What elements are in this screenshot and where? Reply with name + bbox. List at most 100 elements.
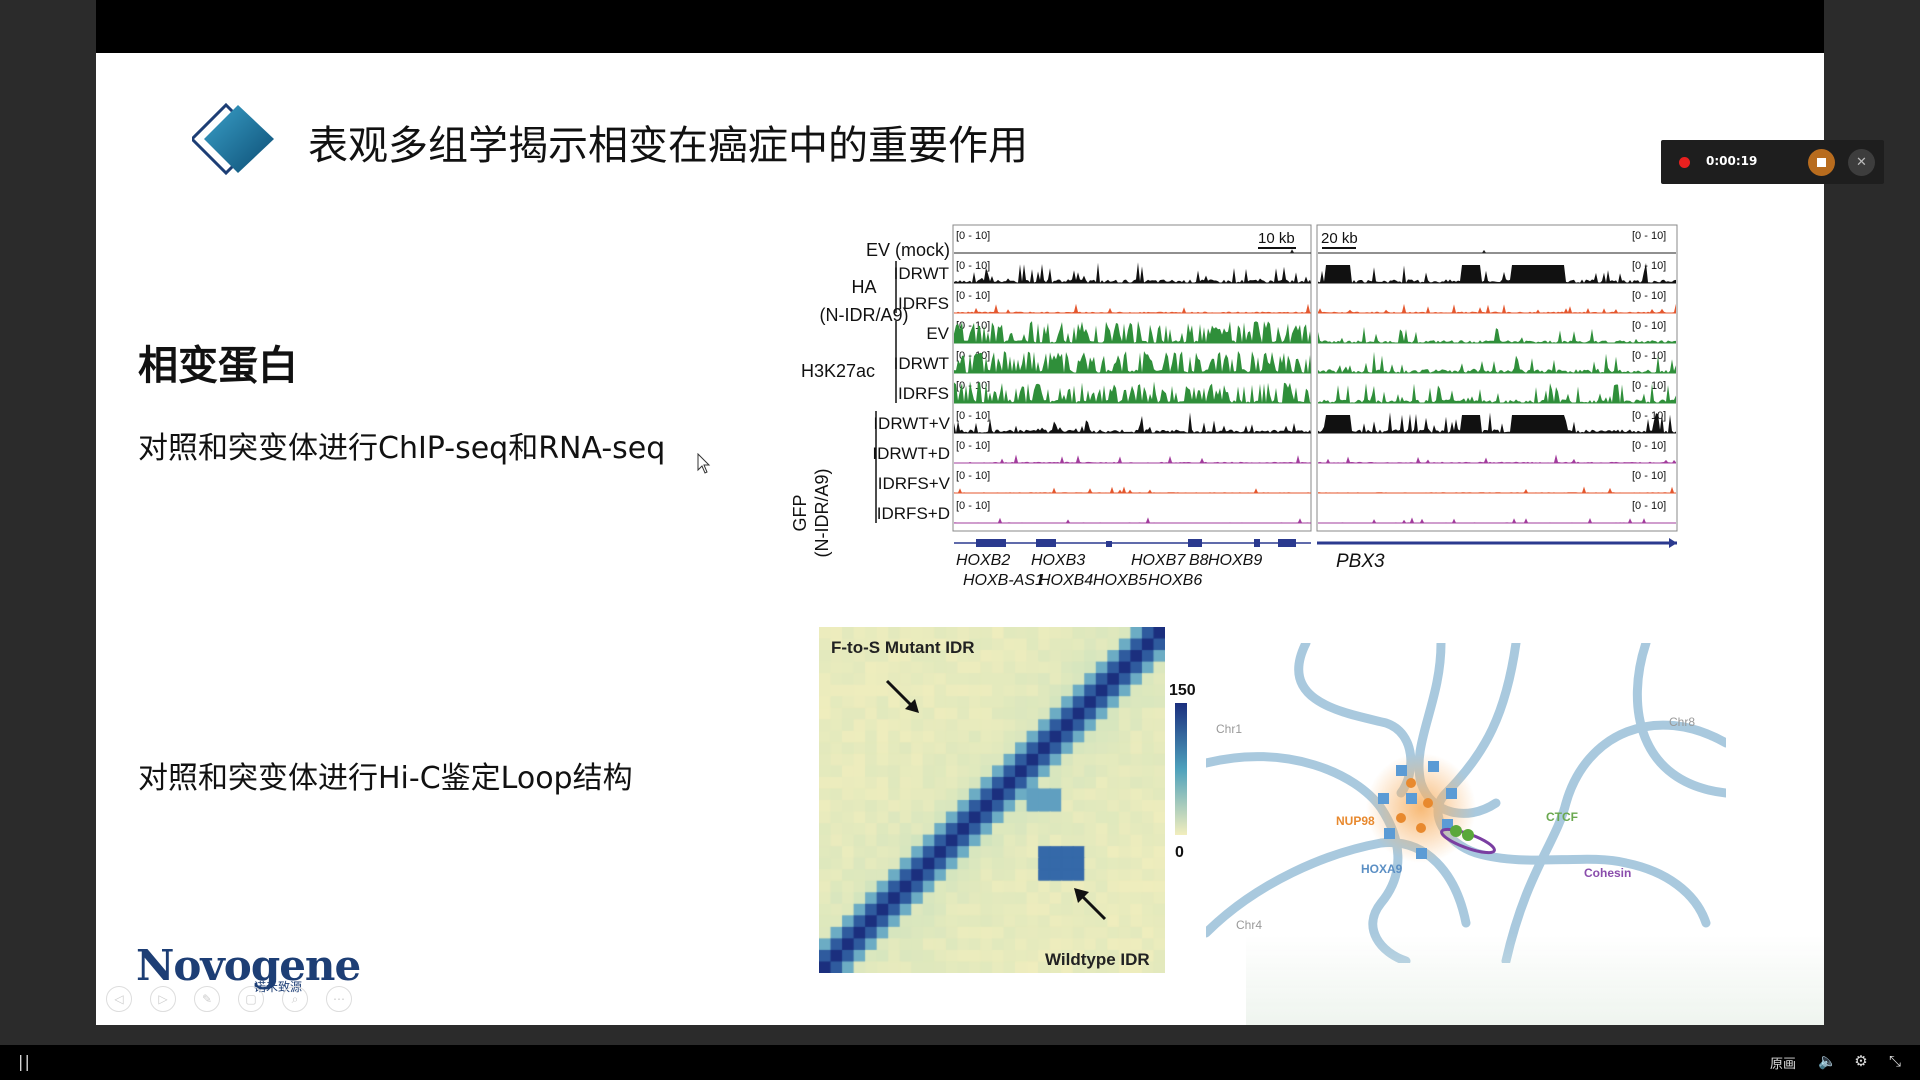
signal-track bbox=[954, 303, 1311, 313]
novogene-logo: Novogene bbox=[136, 941, 361, 990]
track-range-label: [0 - 10] bbox=[1632, 440, 1666, 452]
row-label: EV bbox=[926, 324, 949, 343]
hic-scale-max: 150 bbox=[1169, 682, 1196, 699]
track-range-label: [0 - 10] bbox=[956, 440, 990, 452]
prev-slide-icon[interactable]: ◁ bbox=[106, 986, 132, 1012]
hic-overlay: F-to-S Mutant IDR Wildtype IDR 150 0 bbox=[831, 638, 1196, 969]
volume-icon[interactable]: 🔈 bbox=[1818, 1052, 1837, 1070]
hic-description: 对照和突变体进行Hi-C鉴定Loop结构 bbox=[138, 761, 633, 796]
track-range-label: [0 - 10] bbox=[1632, 350, 1666, 362]
recording-dot-icon bbox=[1679, 157, 1690, 168]
scale-label-right: 20 kb bbox=[1321, 230, 1358, 247]
title-diamond-icon bbox=[192, 102, 274, 176]
signal-track bbox=[1318, 383, 1676, 403]
slide-title: 表观多组学揭示相变在癌症中的重要作用 bbox=[308, 123, 1028, 169]
track-range-label: [0 - 10] bbox=[956, 380, 990, 392]
signal-track bbox=[1318, 303, 1676, 313]
signal-track bbox=[954, 412, 1311, 433]
gene-label: HOXB-AS1 bbox=[963, 572, 1044, 589]
hic-heatmap bbox=[819, 627, 1165, 973]
row-label: IDRWT bbox=[894, 354, 949, 373]
scale-label-left: 10 kb bbox=[1258, 230, 1295, 247]
group-label-gfp: GFP bbox=[790, 494, 810, 531]
presentation-slide: 表观多组学揭示相变在癌症中的重要作用 相变蛋白 对照和突变体进行ChIP-seq… bbox=[96, 53, 1824, 1025]
gene-label: HOXB9 bbox=[1208, 552, 1262, 569]
more-icon[interactable]: ⋯ bbox=[326, 986, 352, 1012]
row-label: IDRWT bbox=[894, 264, 949, 283]
chip-seq-description: 对照和突变体进行ChIP-seq和RNA-seq bbox=[138, 431, 666, 466]
recording-time: 0:00:19 bbox=[1706, 154, 1758, 168]
signal-track bbox=[1318, 454, 1676, 463]
gene-label: HOXB5 bbox=[1093, 572, 1147, 589]
mouse-cursor-icon bbox=[697, 453, 711, 474]
track-range-label: [0 - 10] bbox=[1632, 410, 1666, 422]
hic-label-wildtype: Wildtype IDR bbox=[1045, 950, 1150, 969]
track-range-label: [0 - 10] bbox=[956, 290, 990, 302]
group-label-ha: HA bbox=[851, 277, 876, 297]
gene-label: HOXB2 bbox=[956, 552, 1010, 569]
signal-track bbox=[954, 517, 1311, 523]
signal-track bbox=[1318, 263, 1676, 283]
signal-track bbox=[1318, 412, 1676, 433]
pen-icon[interactable]: ✎ bbox=[194, 986, 220, 1012]
model-label-chr1: Chr1 bbox=[1216, 722, 1242, 736]
decorative-background bbox=[1246, 933, 1824, 1025]
signal-track bbox=[954, 262, 1311, 283]
original-quality-button[interactable]: 原画 bbox=[1770, 1057, 1797, 1072]
row-label: IDRWT+D bbox=[872, 444, 950, 463]
track-range-label: [0 - 10] bbox=[1632, 230, 1666, 242]
signal-track bbox=[954, 249, 1311, 253]
row-label: IDRFS+D bbox=[877, 504, 950, 523]
track-range-label: [0 - 10] bbox=[1632, 290, 1666, 302]
track-range-label: [0 - 10] bbox=[956, 470, 990, 482]
model-label-chr8: Chr8 bbox=[1669, 715, 1695, 729]
gene-label-pbx3: PBX3 bbox=[1336, 551, 1385, 572]
next-slide-icon[interactable]: ▷ bbox=[150, 986, 176, 1012]
top-letterbox bbox=[96, 0, 1824, 53]
group-label-gfp-sub: (N-IDR/A9) bbox=[812, 469, 832, 558]
signal-track bbox=[954, 454, 1311, 463]
zoom-icon[interactable]: ⌕ bbox=[282, 986, 308, 1012]
pause-icon[interactable]: | | bbox=[18, 1052, 30, 1071]
left-margin bbox=[0, 0, 96, 1080]
settings-icon[interactable]: ⚙ bbox=[1854, 1052, 1868, 1070]
model-label-chr4: Chr4 bbox=[1236, 918, 1262, 932]
signal-track bbox=[1318, 517, 1676, 523]
gene-label: HOXB7 bbox=[1131, 552, 1186, 569]
model-label-cohesin: Cohesin bbox=[1584, 866, 1631, 880]
track-range-label: [0 - 10] bbox=[956, 410, 990, 422]
chromatin-loop-model: Chr1 Chr8 Chr4 NUP98 HOXA9 CTCF Cohesin bbox=[1206, 643, 1726, 963]
slide-toolbar: ◁ ▷ ✎ ▢ ⌕ ⋯ bbox=[106, 986, 352, 1012]
track-range-label: [0 - 10] bbox=[1632, 320, 1666, 332]
signal-track bbox=[954, 486, 1311, 493]
row-label: IDRFS bbox=[898, 384, 949, 403]
track-range-label: [0 - 10] bbox=[1632, 260, 1666, 272]
gene-label: HOXB4 bbox=[1039, 572, 1093, 589]
mic-muted-button[interactable]: ✕ bbox=[1848, 149, 1875, 176]
group-label-ha-sub: (N-IDR/A9) bbox=[820, 305, 909, 325]
chip-seq-track-figure: EV (mock) HA (N-IDR/A9) H3K27ac GFP (N-I… bbox=[790, 224, 1678, 589]
signal-track bbox=[1318, 351, 1676, 373]
row-label: IDRFS+V bbox=[878, 474, 951, 493]
row-label: IDRFS bbox=[898, 294, 949, 313]
track-range-label: [0 - 10] bbox=[956, 230, 990, 242]
slides-grid-icon[interactable]: ▢ bbox=[238, 986, 264, 1012]
track-range-label: [0 - 10] bbox=[1632, 500, 1666, 512]
stop-recording-button[interactable] bbox=[1808, 149, 1835, 176]
row-label: IDRWT+V bbox=[873, 414, 950, 433]
arrow-icon bbox=[1079, 893, 1107, 921]
section-title: 相变蛋白 bbox=[138, 343, 298, 389]
gene-label: HOXB3 bbox=[1031, 552, 1085, 569]
arrow-icon bbox=[885, 679, 915, 709]
screen-recorder-widget: 0:00:19 ✕ bbox=[1661, 140, 1884, 184]
signal-track bbox=[954, 321, 1311, 343]
signal-track bbox=[954, 351, 1311, 373]
signal-track bbox=[1318, 486, 1676, 493]
hic-label-mutant: F-to-S Mutant IDR bbox=[831, 638, 975, 657]
track-range-label: [0 - 10] bbox=[956, 500, 990, 512]
track-range-label: [0 - 10] bbox=[1632, 380, 1666, 392]
hic-scale-min: 0 bbox=[1175, 844, 1184, 861]
exit-fullscreen-icon[interactable]: ⤡ bbox=[1888, 1052, 1901, 1070]
row-label-ev-mock: EV (mock) bbox=[866, 240, 950, 260]
signal-track bbox=[1318, 326, 1676, 343]
